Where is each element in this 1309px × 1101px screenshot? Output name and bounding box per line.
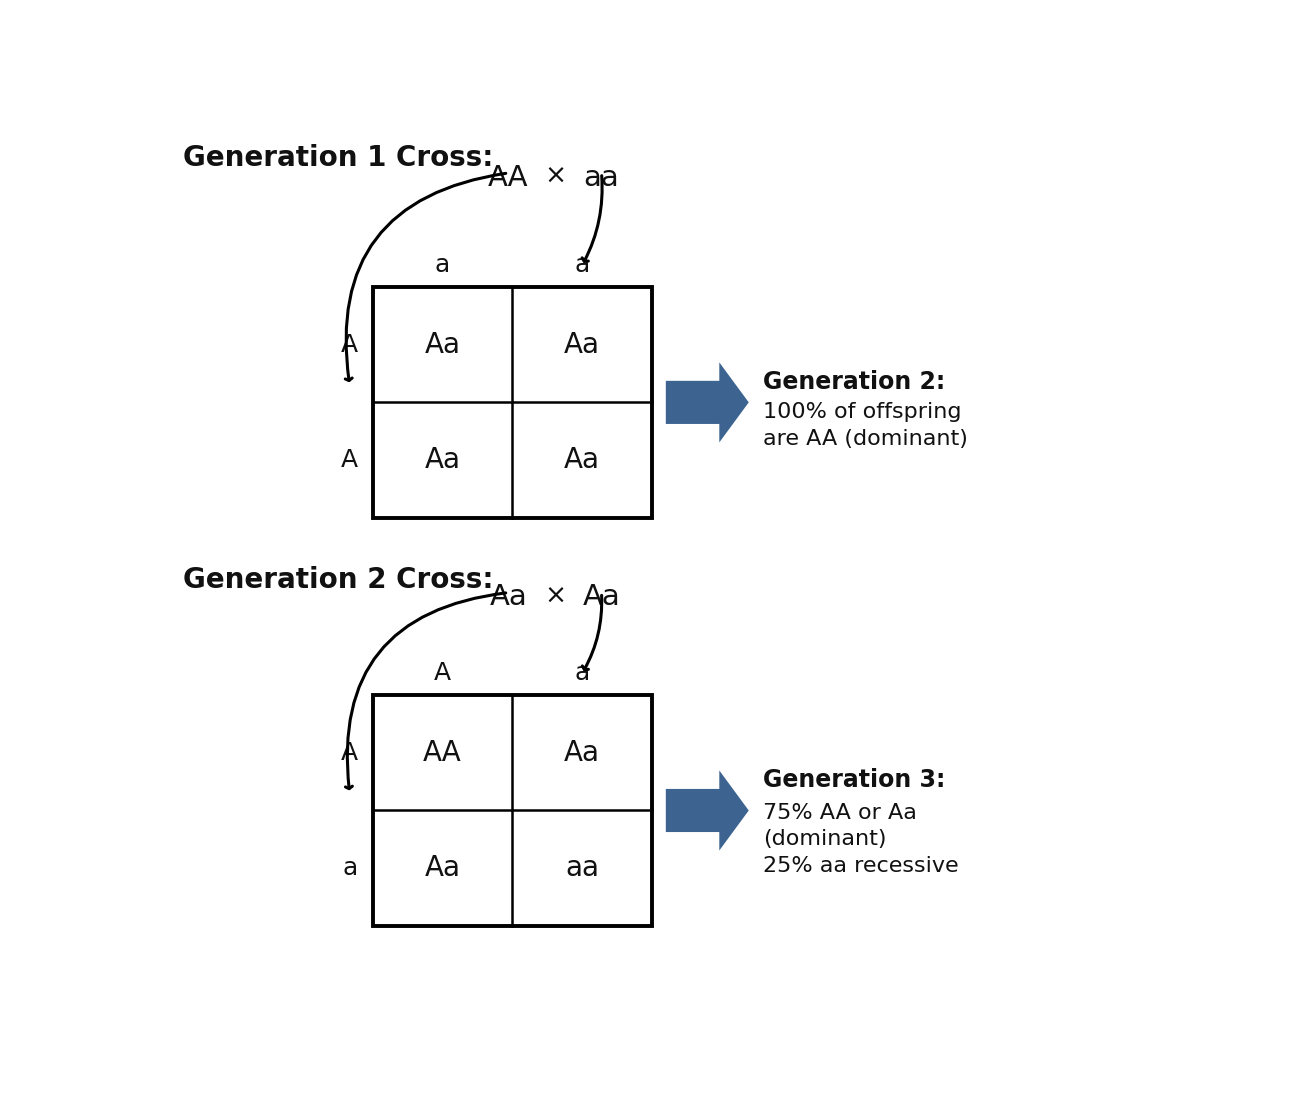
Text: aa: aa — [565, 854, 600, 882]
Text: Aa: Aa — [490, 584, 528, 611]
Text: Aa: Aa — [564, 446, 600, 475]
Text: a: a — [435, 253, 450, 277]
Text: A: A — [435, 662, 452, 686]
Bar — [373, 287, 652, 517]
Bar — [373, 695, 652, 926]
Polygon shape — [666, 771, 749, 851]
Text: Generation 2 Cross:: Generation 2 Cross: — [183, 566, 493, 593]
Text: Aa: Aa — [564, 330, 600, 359]
Text: Generation 3:: Generation 3: — [763, 768, 945, 792]
Text: Aa: Aa — [583, 584, 620, 611]
Text: 100% of offspring
are AA (dominant): 100% of offspring are AA (dominant) — [763, 402, 967, 449]
Polygon shape — [666, 362, 749, 443]
Text: Aa: Aa — [564, 739, 600, 766]
Text: A: A — [342, 333, 359, 357]
Text: a: a — [575, 662, 590, 686]
Text: a: a — [342, 857, 357, 880]
Text: Aa: Aa — [424, 330, 461, 359]
Text: a: a — [575, 253, 590, 277]
Text: AA: AA — [488, 164, 529, 192]
Text: aa: aa — [584, 164, 619, 192]
Text: ×: × — [545, 164, 565, 189]
Text: 75% AA or Aa
(dominant)
25% aa recessive: 75% AA or Aa (dominant) 25% aa recessive — [763, 803, 958, 875]
Text: A: A — [342, 741, 359, 765]
Text: Aa: Aa — [424, 854, 461, 882]
Text: A: A — [342, 448, 359, 472]
Text: ×: × — [545, 584, 565, 609]
Text: Generation 2:: Generation 2: — [763, 370, 945, 394]
Text: Aa: Aa — [424, 446, 461, 475]
Text: AA: AA — [423, 739, 462, 766]
Text: Generation 1 Cross:: Generation 1 Cross: — [183, 144, 493, 173]
